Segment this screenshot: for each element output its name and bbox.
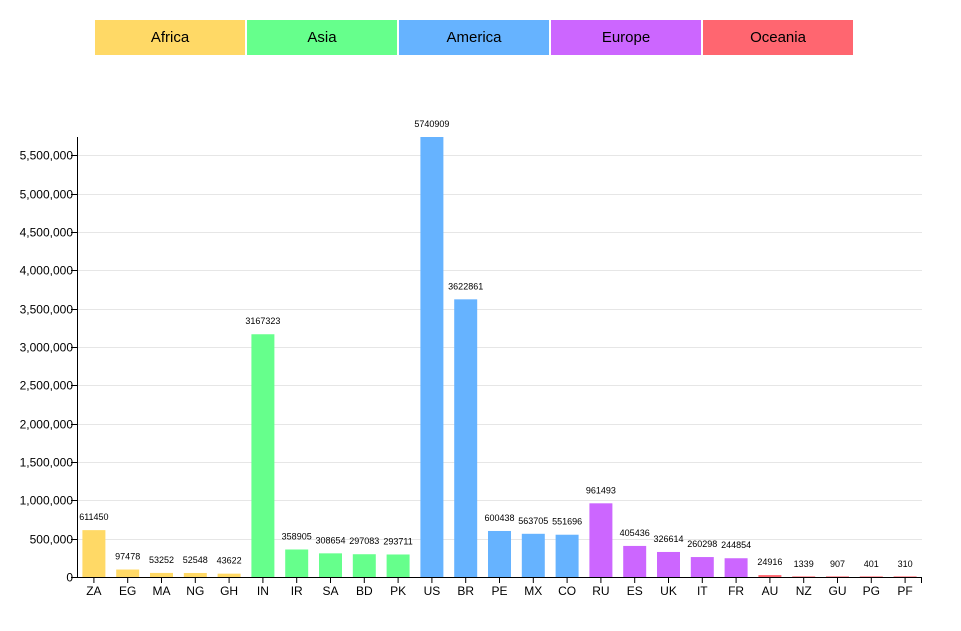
y-axis: 0 500,000 1,000,000 1,500,000 2,000,000 2,500… <box>20 137 78 585</box>
value-label-ir: 358905 <box>282 531 312 541</box>
value-label-mx: 563705 <box>518 516 548 526</box>
value-label-pe: 600438 <box>484 513 514 523</box>
x-tick-label-gu: GU <box>829 584 847 598</box>
bar-za[interactable] <box>82 530 106 577</box>
x-tick-label-it: IT <box>697 584 708 598</box>
legend-item-asia[interactable]: Asia <box>247 20 397 55</box>
bar-us[interactable] <box>420 137 444 577</box>
legend-item-africa[interactable]: Africa <box>95 20 245 55</box>
value-label-br: 3622861 <box>448 281 483 291</box>
value-label-pg: 401 <box>864 559 879 569</box>
value-label-it: 260298 <box>687 539 717 549</box>
legend: Africa Asia America Europe Oceania <box>95 20 853 55</box>
y-tick-label: 4,500,000 <box>20 226 74 240</box>
x-tick-label-ru: RU <box>592 584 609 598</box>
bar-bd[interactable] <box>352 554 376 577</box>
x-tick-label-us: US <box>424 584 441 598</box>
value-label-ru: 961493 <box>586 485 616 495</box>
legend-item-europe[interactable]: Europe <box>551 20 701 55</box>
value-label-co: 551696 <box>552 517 582 527</box>
bar-gu[interactable] <box>826 576 849 577</box>
gridlines <box>77 155 922 540</box>
bar-eg[interactable] <box>116 569 140 577</box>
bar-pg[interactable] <box>859 576 883 577</box>
x-axis: ZA EG MA NG GH IN IR SA BD PK US BR PE MX CO RU ES UK IT FR… <box>77 577 922 598</box>
value-label-ng: 52548 <box>183 555 208 565</box>
x-tick-label-es: ES <box>627 584 643 598</box>
bar-ir[interactable] <box>285 549 309 577</box>
value-label-uk: 326614 <box>653 534 683 544</box>
value-label-za: 611450 <box>79 512 108 522</box>
x-tick-label-gh: GH <box>220 584 238 598</box>
legend-item-oceania[interactable]: Oceania <box>703 20 853 55</box>
value-label-sa: 308654 <box>315 535 345 545</box>
x-tick-label-pf: PF <box>897 584 912 598</box>
y-tick-label: 5,000,000 <box>20 188 74 202</box>
value-label-bd: 297083 <box>349 536 379 546</box>
bar-ng[interactable] <box>183 572 207 577</box>
value-label-us: 5740909 <box>414 119 449 129</box>
x-tick-label-pk: PK <box>390 584 406 598</box>
bar-mx[interactable] <box>521 533 545 577</box>
x-tick-label-mx: MX <box>524 584 542 598</box>
y-tick-label: 3,000,000 <box>20 341 74 355</box>
bar-gh[interactable] <box>217 573 241 577</box>
x-tick-label-nz: NZ <box>796 584 812 598</box>
bar-it[interactable] <box>690 557 714 577</box>
value-label-ma: 53252 <box>149 555 174 565</box>
x-tick-label-pg: PG <box>863 584 880 598</box>
bar-in[interactable] <box>251 334 275 577</box>
y-tick-label: 1,000,000 <box>20 494 74 508</box>
value-label-in: 3167323 <box>245 316 280 326</box>
bar-pk[interactable] <box>386 554 410 577</box>
legend-item-america[interactable]: America <box>399 20 549 55</box>
y-tick-label: 5,500,000 <box>20 149 74 163</box>
value-label-pk: 293711 <box>383 536 412 546</box>
bar-es[interactable] <box>623 545 647 577</box>
bar-pe[interactable] <box>488 530 511 577</box>
y-tick-label: 4,000,000 <box>20 264 74 278</box>
bars <box>82 137 917 577</box>
x-tick-label-au: AU <box>762 584 779 598</box>
x-tick-label-pe: PE <box>491 584 507 598</box>
x-tick-label-in: IN <box>257 584 269 598</box>
x-tick-label-br: BR <box>457 584 474 598</box>
x-tick-label-fr: FR <box>728 584 744 598</box>
y-tick-label: 3,500,000 <box>20 303 74 317</box>
x-tick-label-sa: SA <box>322 584 338 598</box>
x-tick-label-ma: MA <box>153 584 171 598</box>
value-label-fr: 244854 <box>721 540 751 550</box>
y-tick-label: 0 <box>66 571 73 585</box>
value-label-gh: 43622 <box>217 556 242 566</box>
value-label-au: 24916 <box>757 557 782 567</box>
x-tick-label-uk: UK <box>660 584 677 598</box>
bar-pf[interactable] <box>893 576 917 577</box>
x-tick-label-co: CO <box>558 584 576 598</box>
value-label-pf: 310 <box>898 559 913 569</box>
bar-ru[interactable] <box>589 503 613 577</box>
bar-sa[interactable] <box>319 553 342 577</box>
x-tick-label-ir: IR <box>291 584 303 598</box>
value-label-es: 405436 <box>620 528 650 538</box>
x-tick-label-eg: EG <box>119 584 136 598</box>
bar-uk[interactable] <box>657 551 680 577</box>
x-tick-label-bd: BD <box>356 584 373 598</box>
bar-br[interactable] <box>454 299 478 577</box>
y-tick-label: 500,000 <box>30 533 74 547</box>
bar-fr[interactable] <box>724 558 748 577</box>
value-label-eg: 97478 <box>115 552 140 562</box>
x-tick-label-ng: NG <box>186 584 204 598</box>
y-tick-label: 2,000,000 <box>20 418 74 432</box>
y-tick-label: 1,500,000 <box>20 456 74 470</box>
bar-co[interactable] <box>555 534 579 577</box>
value-label-nz: 1339 <box>794 559 814 569</box>
bar-nz[interactable] <box>792 576 816 577</box>
bar-ma[interactable] <box>150 572 173 577</box>
x-tick-label-za: ZA <box>86 584 101 598</box>
bar-au[interactable] <box>758 575 782 577</box>
y-tick-label: 2,500,000 <box>20 379 74 393</box>
value-label-gu: 907 <box>830 559 845 569</box>
